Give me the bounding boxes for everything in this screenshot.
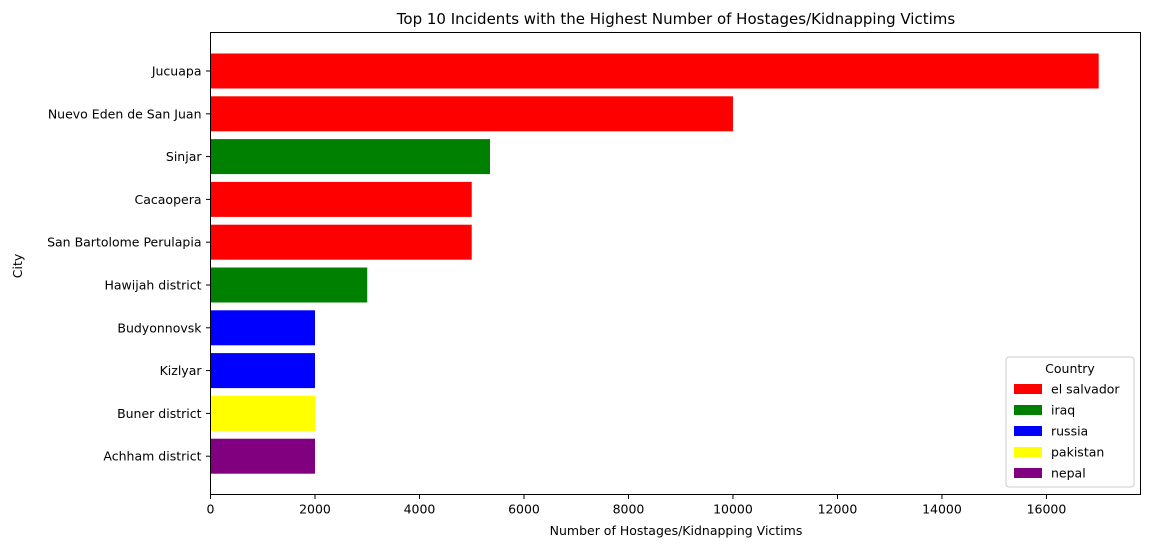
y-tick-label: Achham district xyxy=(103,449,201,464)
bar-cacaopera xyxy=(210,181,472,217)
bar-kizlyar xyxy=(210,353,315,389)
legend-title: Country xyxy=(1045,361,1095,376)
legend-swatch-russia xyxy=(1014,426,1042,436)
legend-label-russia: russia xyxy=(1051,424,1088,439)
chart-title: Top 10 Incidents with the Highest Number… xyxy=(396,10,956,28)
x-tick-label: 14000 xyxy=(922,502,962,517)
x-axis-ticks: 0 2000 4000 6000 8000 10000 12000 14000 16000 xyxy=(207,494,1067,517)
legend-label-pakistan: pakistan xyxy=(1051,445,1104,460)
legend-swatch-el-salvador xyxy=(1014,384,1042,394)
plot-frame xyxy=(210,32,1141,495)
legend-label-iraq: iraq xyxy=(1051,403,1075,418)
legend: Country el salvador iraq russia pakistan nepa… xyxy=(1005,356,1135,488)
y-tick-label: Kizlyar xyxy=(160,363,203,378)
legend-swatch-nepal xyxy=(1014,468,1042,478)
bar-san-bartolome-perulapia xyxy=(210,224,472,260)
y-tick-label: San Bartolome Perulapia xyxy=(47,235,201,250)
x-tick-label: 12000 xyxy=(818,502,858,517)
bar-jucuapa xyxy=(210,53,1099,89)
bar-budyonnovsk xyxy=(210,310,315,346)
x-tick-label: 16000 xyxy=(1027,502,1067,517)
y-axis-title: City xyxy=(10,253,25,278)
legend-label-el-salvador: el salvador xyxy=(1051,382,1120,397)
y-axis-ticks: Jucuapa Nuevo Eden de San Juan Sinjar Cacao… xyxy=(47,64,211,464)
bar-sinjar xyxy=(210,139,491,175)
x-tick-label: 6000 xyxy=(508,502,540,517)
y-tick-label: Nuevo Eden de San Juan xyxy=(48,106,202,121)
bar-buner-district xyxy=(210,395,315,431)
x-tick-label: 4000 xyxy=(404,502,436,517)
legend-swatch-iraq xyxy=(1014,405,1042,415)
x-tick-label: 8000 xyxy=(613,502,645,517)
y-tick-label: Jucuapa xyxy=(151,64,202,79)
y-tick-label: Buner district xyxy=(117,406,202,421)
y-tick-label: Budyonnovsk xyxy=(117,320,202,335)
x-tick-label: 10000 xyxy=(713,502,753,517)
legend-label-nepal: nepal xyxy=(1051,466,1086,481)
y-tick-label: Cacaopera xyxy=(135,192,202,207)
bar-nuevo-eden-de-san-juan xyxy=(210,96,733,132)
bars-layer xyxy=(210,53,1099,474)
x-tick-label: 2000 xyxy=(299,502,331,517)
y-tick-label: Sinjar xyxy=(166,149,202,164)
y-tick-label: Hawijah district xyxy=(105,278,202,293)
x-axis-title: Number of Hostages/Kidnapping Victims xyxy=(550,523,803,538)
x-tick-label: 0 xyxy=(207,502,215,517)
legend-swatch-pakistan xyxy=(1014,447,1042,457)
bar-hawijah-district xyxy=(210,267,368,303)
bar-achham-district xyxy=(210,438,315,474)
